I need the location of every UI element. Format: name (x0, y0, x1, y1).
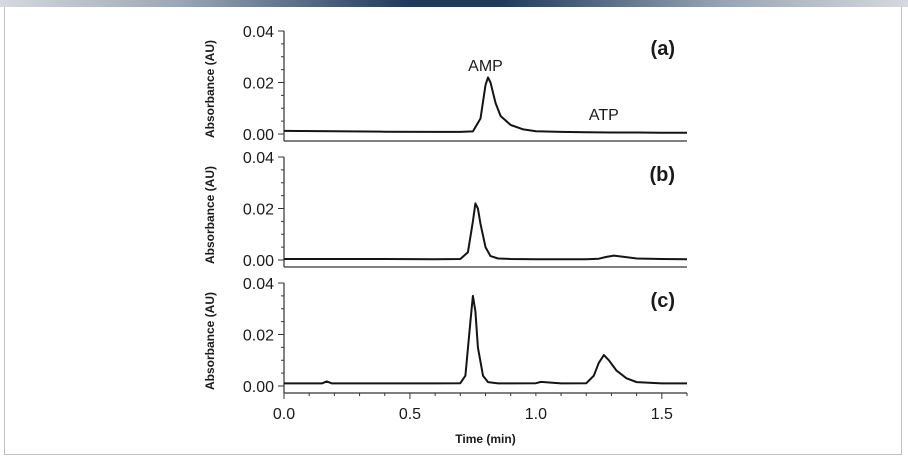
y-tick-label: 0.00 (243, 253, 274, 270)
figure-border (4, 7, 902, 455)
y-tick-label: 0.02 (243, 328, 274, 345)
panel-label: (b) (649, 164, 675, 186)
y-tick-label: 0.02 (243, 202, 274, 219)
chromatogram-trace-a (283, 76, 687, 134)
y-tick-label: 0.00 (243, 127, 274, 144)
peak-annotation-amp: AMP (468, 58, 503, 75)
panel-label: (a) (651, 38, 675, 60)
y-axis-label: Absorbance (AU) (203, 40, 217, 138)
chromatogram-trace-b (284, 202, 688, 261)
x-tick-label: 1.0 (525, 406, 547, 423)
peak-annotation-atp: ATP (589, 107, 619, 124)
panel-1: 0.00 0.02 0.04 Absorbance (AU) (a) AMP ATP (203, 24, 687, 144)
y-tick-label: 0.02 (243, 76, 274, 93)
panel-3: 0.00 0.02 0.04 Absorbance (AU) (c) 0.0 0.5 1.0 1… (203, 276, 688, 446)
x-axis-label: Time (min) (455, 432, 515, 446)
chromatogram-trace-c (284, 294, 687, 385)
panel-2: 0.00 0.02 0.04 Absorbance (AU) (b) (203, 150, 688, 270)
y-axis-label: Absorbance (AU) (203, 166, 217, 264)
x-tick-label: 0.5 (399, 406, 421, 423)
y-tick-label: 0.00 (243, 379, 274, 396)
y-tick-label: 0.04 (243, 24, 274, 41)
x-tick-label: 1.5 (651, 406, 673, 423)
x-tick-label: 0.0 (273, 406, 295, 423)
y-axis-label: Absorbance (AU) (203, 292, 217, 390)
y-tick-label: 0.04 (243, 276, 274, 293)
y-tick-label: 0.04 (243, 150, 274, 167)
header-gradient-bar (0, 0, 908, 7)
panel-label: (c) (651, 290, 675, 312)
